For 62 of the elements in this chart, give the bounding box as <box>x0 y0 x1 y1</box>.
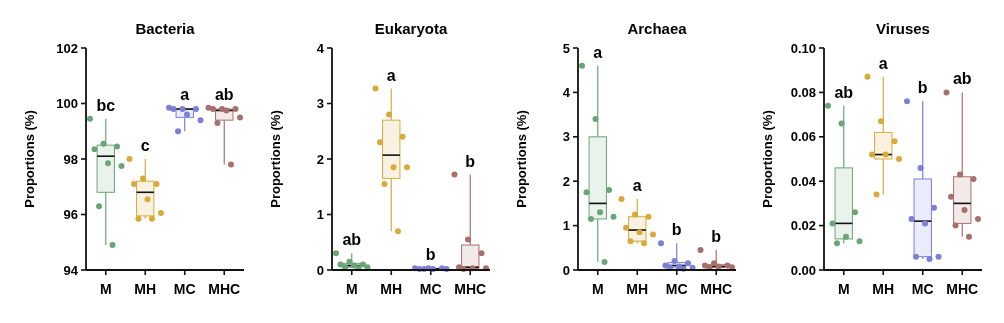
annotation: ab <box>834 83 854 101</box>
y-axis-title: Proportions (%) <box>268 110 283 208</box>
y-tick-label: 0 <box>562 262 570 278</box>
x-tick-label: MC <box>911 281 934 297</box>
x-tick-label: MH <box>380 281 403 297</box>
y-tick-label: 2 <box>316 151 324 167</box>
y-tick-label: 0.02 <box>790 218 816 234</box>
x-tick-label: MHC <box>946 281 979 297</box>
y-tick-label: 1 <box>562 218 570 234</box>
annotation: a <box>593 43 603 61</box>
y-tick-label: 5 <box>562 40 570 56</box>
y-tick-label: 102 <box>56 40 78 56</box>
y-axis-title: Proportions (%) <box>760 110 775 208</box>
x-tick-label: MH <box>872 281 895 297</box>
annotation: ab <box>214 85 234 103</box>
x-tick-label: MC <box>173 281 196 297</box>
chart-title: Archaea <box>627 20 688 37</box>
y-tick-label: 100 <box>56 96 78 112</box>
y-tick-label: 3 <box>562 129 570 145</box>
y-tick-label: 4 <box>316 40 325 56</box>
annotation: a <box>180 85 190 103</box>
x-tick-label: MC <box>419 281 442 297</box>
annotation: a <box>632 176 642 194</box>
y-tick-label: 0.10 <box>790 40 816 56</box>
annotation: b <box>425 246 436 264</box>
x-tick-label: M <box>591 281 604 297</box>
y-tick-label: 0.08 <box>790 84 816 100</box>
y-tick-label: 96 <box>63 207 78 223</box>
y-tick-label: 0.00 <box>790 262 816 278</box>
annotation: b <box>465 152 476 170</box>
y-axis-title: Proportions (%) <box>514 110 529 208</box>
annotation: b <box>711 228 722 246</box>
annotation: a <box>878 54 888 72</box>
annotation: c <box>140 137 150 154</box>
y-axis-title: Proportions (%) <box>22 110 37 208</box>
annotation: ab <box>952 70 972 88</box>
x-tick-label: M <box>99 281 112 297</box>
y-tick-label: 2 <box>562 173 570 189</box>
y-tick-label: 0.04 <box>790 173 817 189</box>
x-tick-label: MHC <box>208 281 241 297</box>
x-tick-label: MHC <box>454 281 487 297</box>
annotation: a <box>386 66 396 84</box>
x-tick-label: MH <box>134 281 157 297</box>
y-tick-label: 0.06 <box>790 129 816 145</box>
y-tick-label: 3 <box>316 96 324 112</box>
annotation: b <box>917 79 928 97</box>
annotation: bc <box>96 96 116 114</box>
x-tick-label: MH <box>626 281 649 297</box>
y-tick-label: 0 <box>316 262 324 278</box>
y-tick-label: 4 <box>562 84 571 100</box>
y-tick-label: 1 <box>316 207 324 223</box>
chart-title: Eukaryota <box>374 20 448 37</box>
y-tick-label: 94 <box>63 262 79 278</box>
x-tick-label: M <box>837 281 850 297</box>
x-tick-label: M <box>345 281 358 297</box>
annotation: b <box>671 221 682 239</box>
annotation: ab <box>342 231 362 249</box>
x-tick-label: MC <box>665 281 688 297</box>
y-tick-label: 98 <box>63 151 78 167</box>
x-tick-label: MHC <box>700 281 733 297</box>
chart-title: Bacteria <box>135 20 196 37</box>
chart-title: Viruses <box>876 20 930 37</box>
